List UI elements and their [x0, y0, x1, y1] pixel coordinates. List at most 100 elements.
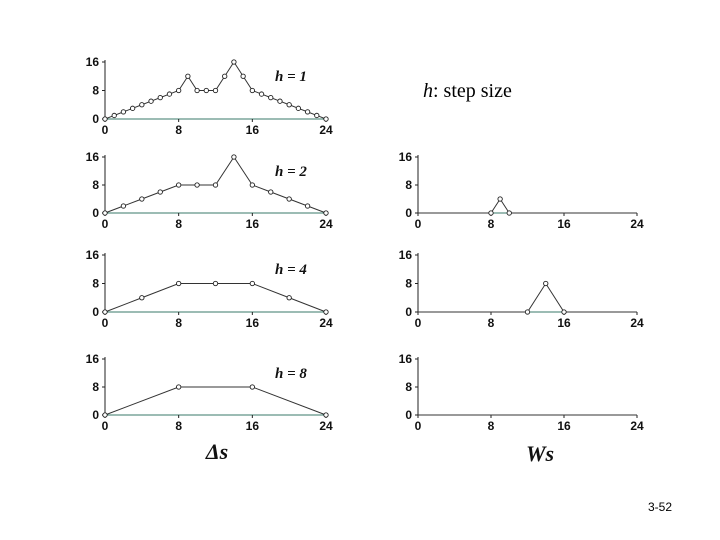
data-point	[268, 189, 274, 195]
chart-panel-left-2: 0 8 16 0 8 16 24 h = 4	[86, 248, 333, 330]
data-point	[148, 98, 154, 104]
data-point	[249, 280, 255, 287]
x-tick-label: 24	[319, 123, 333, 137]
data-point	[176, 384, 182, 390]
series-line	[418, 198, 637, 214]
x-tick-label: 8	[175, 123, 182, 137]
y-tick-label: 16	[86, 150, 100, 164]
x-tick-label: 16	[246, 123, 260, 137]
x-tick-label: 0	[102, 419, 109, 433]
data-point	[314, 112, 320, 119]
y-tick-label: 0	[405, 408, 412, 422]
x-tick-label: 0	[415, 217, 422, 231]
y-tick-label: 8	[92, 84, 99, 98]
y-tick-label: 16	[86, 248, 100, 262]
data-point	[111, 112, 117, 119]
y-tick-label: 8	[405, 178, 412, 192]
y-tick-label: 0	[92, 305, 99, 319]
data-point	[488, 210, 494, 216]
x-tick-label: 0	[102, 123, 109, 137]
data-point	[139, 196, 145, 202]
data-point	[543, 280, 549, 287]
y-tick-label: 8	[405, 277, 412, 291]
x-tick-label: 8	[175, 419, 182, 433]
data-point	[194, 87, 200, 94]
data-point	[323, 210, 329, 216]
y-tick-label: 16	[399, 248, 413, 262]
data-point	[304, 203, 311, 209]
step-size-text: : step size	[433, 80, 512, 102]
data-point	[240, 73, 246, 79]
x-tick-label: 0	[102, 217, 109, 231]
chart-panel-right-2: 0 8 16 0 8 16 24	[399, 248, 644, 330]
x-tick-label: 0	[415, 316, 422, 330]
data-point	[212, 87, 219, 94]
y-tick-label: 8	[92, 380, 99, 394]
column-label-left: Δs	[205, 439, 228, 464]
data-point	[506, 210, 512, 216]
data-point	[323, 116, 329, 122]
data-point	[176, 182, 182, 188]
data-point	[166, 91, 173, 97]
y-tick-label: 16	[86, 352, 100, 366]
x-tick-label: 24	[630, 217, 644, 231]
data-point	[258, 91, 265, 97]
column-label-right: Ws	[526, 441, 554, 466]
x-tick-label: 16	[557, 419, 571, 433]
x-tick-label: 16	[246, 217, 260, 231]
panel-label: h = 1	[275, 69, 307, 85]
y-tick-label: 16	[86, 55, 100, 69]
x-tick-label: 0	[415, 419, 422, 433]
y-tick-label: 8	[92, 178, 99, 192]
data-point	[203, 87, 209, 94]
data-point	[295, 105, 302, 111]
chart-panel-right-1: 0 8 16 0 8 16 24	[399, 150, 644, 231]
panel-label: h = 4	[275, 262, 307, 278]
data-point	[212, 182, 219, 188]
data-point	[157, 94, 163, 101]
x-tick-label: 16	[246, 316, 260, 330]
data-point	[249, 384, 255, 390]
x-tick-label: 8	[175, 217, 182, 231]
chart-panel-right-3: 0 8 16 0 8 16 24	[399, 352, 644, 433]
data-point	[497, 196, 503, 202]
y-tick-label: 0	[92, 408, 99, 422]
data-point	[249, 87, 255, 94]
data-point	[249, 182, 255, 188]
y-tick-label: 0	[405, 305, 412, 319]
data-point	[304, 109, 311, 115]
data-point	[157, 189, 163, 195]
y-tick-label: 8	[92, 277, 99, 291]
data-point	[222, 73, 228, 79]
x-tick-label: 0	[102, 316, 109, 330]
chart-panel-left-0: 0 8 16 0 8 16 24 h = 1	[86, 55, 333, 137]
data-point	[120, 109, 127, 115]
data-point	[286, 196, 292, 202]
series-line	[104, 386, 327, 416]
data-point	[212, 280, 219, 287]
x-tick-label: 8	[175, 316, 182, 330]
chart-panel-left-3: 0 8 16 0 8 16 24 h = 8	[86, 352, 333, 433]
x-tick-label: 8	[488, 217, 495, 231]
data-point	[102, 210, 108, 216]
y-tick-label: 0	[92, 206, 99, 220]
x-tick-label: 24	[630, 316, 644, 330]
data-point	[286, 102, 292, 108]
data-point	[277, 98, 283, 104]
data-point	[268, 94, 274, 101]
chart-panel-left-1: 0 8 16 0 8 16 24 h = 2	[86, 150, 333, 231]
x-tick-label: 8	[488, 419, 495, 433]
page-number: 3-52	[648, 500, 673, 514]
panel-label: h = 2	[275, 164, 307, 180]
y-tick-label: 16	[399, 150, 413, 164]
panel-label: h = 8	[275, 366, 307, 382]
step-symbol: h	[423, 80, 433, 102]
series-line	[418, 282, 637, 313]
data-point	[194, 182, 200, 188]
data-point	[323, 412, 329, 418]
data-point	[286, 295, 292, 301]
step-size-note: h: step size	[423, 80, 512, 103]
data-point	[102, 309, 108, 315]
x-tick-label: 24	[319, 419, 333, 433]
